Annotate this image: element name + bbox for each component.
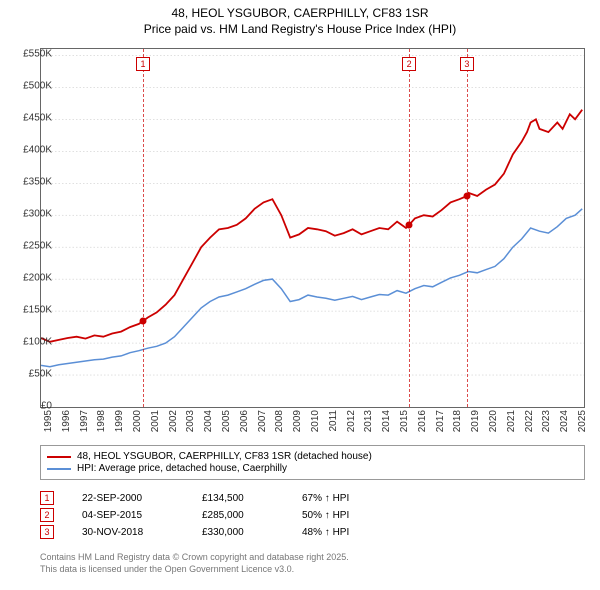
y-tick-label: £150K <box>12 305 52 316</box>
sales-table: 1 22-SEP-2000£134,50067% ↑ HPI 2 04-SEP-201… <box>40 488 392 542</box>
x-tick-label: 2000 <box>132 410 143 432</box>
x-tick-label: 2006 <box>239 410 250 432</box>
legend-row: HPI: Average price, detached house, Caer… <box>47 463 578 474</box>
x-tick-label: 2013 <box>363 410 374 432</box>
x-tick-label: 2022 <box>524 410 535 432</box>
title-line1: 48, HEOL YSGUBOR, CAERPHILLY, CF83 1SR <box>0 6 600 22</box>
sale-vline <box>467 49 468 407</box>
x-tick-label: 2008 <box>274 410 285 432</box>
sales-marker: 3 <box>40 525 54 539</box>
legend-label: 48, HEOL YSGUBOR, CAERPHILLY, CF83 1SR (… <box>77 451 372 462</box>
x-tick-label: 2011 <box>328 410 339 432</box>
legend: 48, HEOL YSGUBOR, CAERPHILLY, CF83 1SR (… <box>40 445 585 480</box>
x-tick-label: 1995 <box>43 410 54 432</box>
x-tick-label: 2020 <box>488 410 499 432</box>
x-tick-label: 1997 <box>79 410 90 432</box>
y-tick-label: £300K <box>12 209 52 220</box>
y-tick-label: £450K <box>12 113 52 124</box>
sale-marker-box: 2 <box>402 57 416 71</box>
sales-date: 30-NOV-2018 <box>82 527 202 538</box>
x-tick-label: 2012 <box>346 410 357 432</box>
x-tick-label: 2025 <box>577 410 588 432</box>
sales-row: 3 30-NOV-2018£330,00048% ↑ HPI <box>40 525 392 539</box>
x-tick-label: 2015 <box>399 410 410 432</box>
sales-price: £330,000 <box>202 527 302 538</box>
sales-marker: 2 <box>40 508 54 522</box>
sale-point-dot <box>463 193 470 200</box>
y-tick-label: £400K <box>12 145 52 156</box>
x-tick-label: 2001 <box>150 410 161 432</box>
sales-price: £134,500 <box>202 493 302 504</box>
plot-area: 1 2 3 <box>40 48 585 408</box>
x-tick-label: 2007 <box>257 410 268 432</box>
series-line <box>41 110 582 342</box>
footer-attribution: Contains HM Land Registry data © Crown c… <box>40 552 349 575</box>
sales-pct: 50% ↑ HPI <box>302 510 392 521</box>
sale-point-dot <box>140 318 147 325</box>
x-tick-label: 2003 <box>185 410 196 432</box>
x-tick-label: 1996 <box>61 410 72 432</box>
x-tick-label: 2009 <box>292 410 303 432</box>
sales-price: £285,000 <box>202 510 302 521</box>
x-tick-label: 1999 <box>114 410 125 432</box>
sales-pct: 67% ↑ HPI <box>302 493 392 504</box>
sales-date: 04-SEP-2015 <box>82 510 202 521</box>
x-tick-label: 2010 <box>310 410 321 432</box>
footer-line2: This data is licensed under the Open Gov… <box>40 564 349 576</box>
sale-marker-box: 1 <box>136 57 150 71</box>
chart-container: 48, HEOL YSGUBOR, CAERPHILLY, CF83 1SR P… <box>0 0 600 590</box>
x-tick-label: 2023 <box>541 410 552 432</box>
sales-row: 1 22-SEP-2000£134,50067% ↑ HPI <box>40 491 392 505</box>
legend-swatch <box>47 468 71 470</box>
y-tick-label: £50K <box>12 369 52 380</box>
x-tick-label: 1998 <box>96 410 107 432</box>
x-tick-label: 2021 <box>506 410 517 432</box>
line-svg <box>41 49 584 407</box>
x-tick-label: 2016 <box>417 410 428 432</box>
sales-row: 2 04-SEP-2015£285,00050% ↑ HPI <box>40 508 392 522</box>
footer-line1: Contains HM Land Registry data © Crown c… <box>40 552 349 564</box>
sale-point-dot <box>406 221 413 228</box>
legend-row: 48, HEOL YSGUBOR, CAERPHILLY, CF83 1SR (… <box>47 451 578 462</box>
sales-marker: 1 <box>40 491 54 505</box>
x-tick-label: 2004 <box>203 410 214 432</box>
y-tick-label: £250K <box>12 241 52 252</box>
sale-marker-box: 3 <box>460 57 474 71</box>
sales-date: 22-SEP-2000 <box>82 493 202 504</box>
legend-swatch <box>47 456 71 458</box>
legend-label: HPI: Average price, detached house, Caer… <box>77 463 287 474</box>
sale-vline <box>143 49 144 407</box>
title-line2: Price paid vs. HM Land Registry's House … <box>0 22 600 38</box>
y-tick-label: £350K <box>12 177 52 188</box>
y-tick-label: £550K <box>12 49 52 60</box>
sales-pct: 48% ↑ HPI <box>302 527 392 538</box>
y-tick-label: £500K <box>12 81 52 92</box>
x-tick-label: 2002 <box>168 410 179 432</box>
x-tick-label: 2014 <box>381 410 392 432</box>
x-tick-label: 2024 <box>559 410 570 432</box>
x-tick-label: 2018 <box>452 410 463 432</box>
x-tick-label: 2005 <box>221 410 232 432</box>
x-tick-label: 2019 <box>470 410 481 432</box>
chart-title: 48, HEOL YSGUBOR, CAERPHILLY, CF83 1SR P… <box>0 0 600 37</box>
y-tick-label: £200K <box>12 273 52 284</box>
x-tick-label: 2017 <box>435 410 446 432</box>
y-tick-label: £100K <box>12 337 52 348</box>
